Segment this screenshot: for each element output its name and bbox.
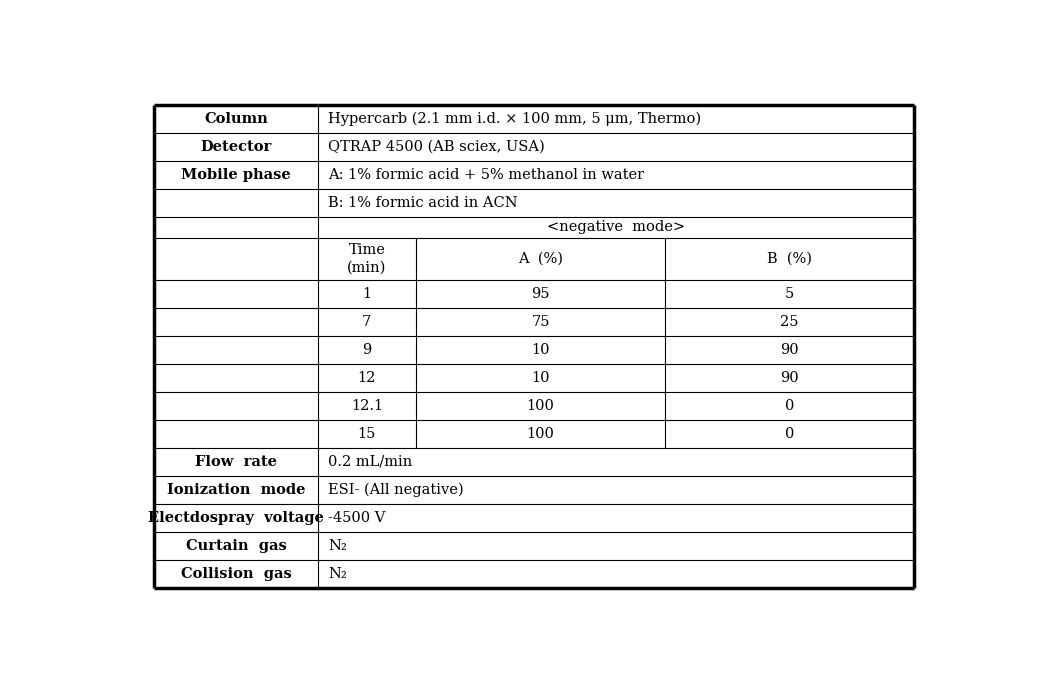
Text: 12: 12 [357,371,376,385]
Text: ESI- (All negative): ESI- (All negative) [328,483,464,497]
Text: 12.1: 12.1 [351,399,382,413]
Text: 90: 90 [780,343,798,357]
Text: N₂: N₂ [328,539,347,553]
Text: 1: 1 [363,287,371,301]
Text: Column: Column [204,112,268,126]
Text: Collision  gas: Collision gas [180,567,292,581]
Text: N₂: N₂ [328,567,347,581]
Text: Ionization  mode: Ionization mode [167,483,305,497]
Text: 0.2 mL/min: 0.2 mL/min [328,455,413,468]
Text: 10: 10 [531,371,550,385]
Text: <negative  mode>: <negative mode> [547,220,685,235]
Text: 7: 7 [363,315,371,329]
Text: 5: 5 [785,287,794,301]
Text: 25: 25 [780,315,798,329]
Text: -4500 V: -4500 V [328,511,386,525]
Text: 100: 100 [526,426,554,441]
Text: A  (%): A (%) [518,252,563,266]
Text: 9: 9 [363,343,371,357]
Text: 75: 75 [531,315,550,329]
Text: Electdospray  voltage: Electdospray voltage [148,511,324,525]
Text: Mobile phase: Mobile phase [181,168,291,182]
Text: 10: 10 [531,343,550,357]
Text: Flow  rate: Flow rate [195,455,277,468]
Text: QTRAP 4500 (AB sciex, USA): QTRAP 4500 (AB sciex, USA) [328,140,545,154]
Text: 95: 95 [531,287,550,301]
Text: 100: 100 [526,399,554,413]
Text: B  (%): B (%) [767,252,812,266]
Text: 0: 0 [785,399,794,413]
Text: Detector: Detector [200,140,272,154]
Text: Curtain  gas: Curtain gas [185,539,287,553]
Text: B: 1% formic acid in ACN: B: 1% formic acid in ACN [328,196,518,210]
Text: Time
(min): Time (min) [347,243,387,275]
Text: 0: 0 [785,426,794,441]
Text: 15: 15 [357,426,376,441]
Text: Hypercarb (2.1 mm i.d. × 100 mm, 5 μm, Thermo): Hypercarb (2.1 mm i.d. × 100 mm, 5 μm, T… [328,112,701,126]
Text: A: 1% formic acid + 5% methanol in water: A: 1% formic acid + 5% methanol in water [328,168,644,182]
Text: 90: 90 [780,371,798,385]
